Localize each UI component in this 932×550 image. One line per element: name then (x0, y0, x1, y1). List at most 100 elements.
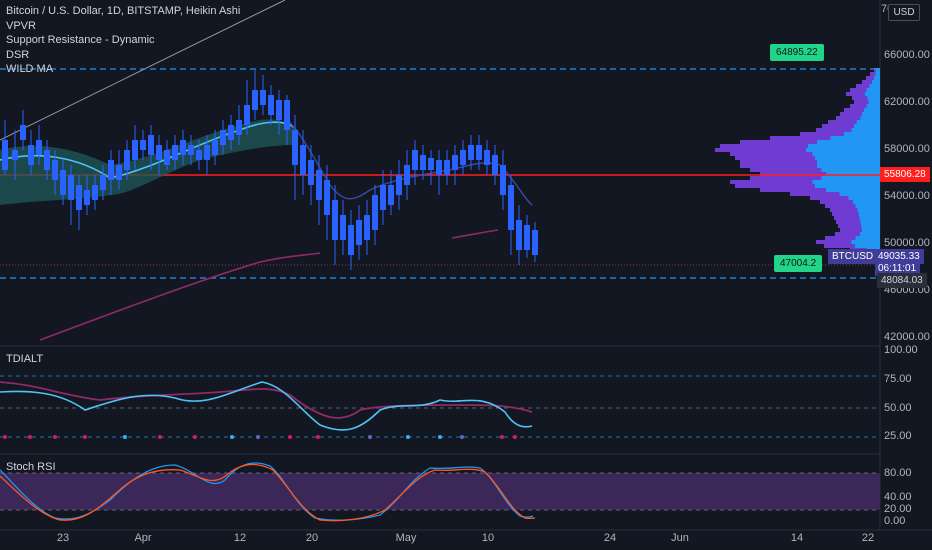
time-label: 22 (861, 532, 875, 544)
vpvr-bar-buy (864, 92, 880, 96)
candle-body (228, 125, 234, 140)
vpvr-bar-sell (856, 84, 870, 88)
vpvr-bar-buy (860, 116, 880, 120)
vpvr-bar-buy (862, 112, 880, 116)
price-label-42000: 42000.00 (884, 331, 930, 343)
candle-body (172, 145, 178, 160)
vpvr-bar-sell (740, 164, 817, 168)
indicator-vpvr[interactable]: VPVR (6, 19, 36, 32)
tdi-signal-dot (460, 435, 464, 439)
vpvr-bar-sell (852, 96, 868, 100)
vpvr-bar-sell (870, 72, 876, 76)
tdi-signal-dot (53, 435, 57, 439)
candle-body (44, 150, 50, 170)
candle-body (492, 155, 498, 175)
tdi-signal-dot (123, 435, 127, 439)
tdi-label-50: 50.00 (884, 402, 912, 414)
vpvr-bar-sell (835, 232, 860, 236)
candle-body (36, 140, 42, 155)
time-label: 23 (56, 532, 70, 544)
candle-body (76, 185, 82, 210)
current-price-tag: 49035.33 (875, 249, 924, 264)
vpvr-bar-buy (859, 232, 880, 236)
candle-body (268, 95, 274, 115)
vpvr-bar-buy (817, 164, 880, 168)
vpvr-bar-buy (857, 208, 880, 212)
tdi-title[interactable]: TDIALT (6, 353, 44, 365)
vpvr-bar-sell (850, 104, 867, 108)
stoch-title[interactable]: Stoch RSI (6, 461, 56, 473)
vpvr-bar-buy (839, 192, 880, 196)
indicator-wild-ma[interactable]: WILD MA (6, 63, 54, 75)
vpvr-bar-buy (867, 96, 880, 100)
vpvr-bar-sell (840, 228, 862, 232)
vpvr-bar-sell (810, 196, 849, 200)
vpvr-bar-sell (820, 200, 853, 204)
symbol-title[interactable]: Bitcoin / U.S. Dollar, 1D, BITSTAMP, Hei… (6, 5, 241, 17)
stoch-label-0: 0.00 (884, 515, 906, 527)
countdown-tag: 06:11:01 (875, 261, 921, 276)
vpvr-bar-sell (825, 236, 856, 240)
candle-body (124, 150, 130, 170)
vpvr-bar-buy (814, 184, 880, 188)
candle-body (420, 155, 426, 170)
stoch-band-fill (0, 473, 880, 510)
vpvr-bar-sell (836, 220, 861, 224)
candle-body (140, 140, 146, 150)
candle-body (468, 145, 474, 160)
candle-body (108, 160, 114, 180)
price-label-62000: 62000.00 (884, 96, 930, 108)
indicator-support-resistance[interactable]: Support Resistance - Dynamic (6, 34, 155, 46)
stoch-d-line (0, 463, 536, 522)
candle-body (20, 125, 26, 140)
tdi-label-25: 25.00 (884, 430, 912, 442)
indicator-dsr[interactable]: DSR (6, 48, 30, 61)
vpvr-bar-buy (853, 124, 880, 128)
tdi-label-100: 100.00 (884, 344, 918, 356)
resistance-tag[interactable]: 64895.22 (770, 44, 824, 61)
time-label: Jun (671, 532, 689, 544)
stoch-label-80: 80.00 (884, 467, 912, 479)
candle-body (188, 145, 194, 155)
candle-body (68, 175, 74, 200)
stoch-label-40: 40.00 (884, 491, 912, 503)
trend-line (0, 0, 286, 141)
long-ma-line (39, 252, 321, 341)
vpvr-bar-buy (866, 88, 880, 92)
currency-button[interactable]: USD (888, 4, 920, 21)
vpvr-bar-sell (828, 120, 857, 124)
vpvr-bar-sell (740, 160, 817, 164)
support-tag[interactable]: 47004.2 (774, 255, 823, 272)
long-ma-line-2 (451, 229, 499, 239)
vpvr-bar-sell (822, 124, 854, 128)
vpvr-histogram (715, 68, 880, 252)
vpvr-bar-sell (850, 88, 867, 92)
candle-body (196, 150, 202, 160)
tdi-dots (3, 435, 517, 439)
vpvr-bar-sell (800, 132, 844, 136)
candle-body (84, 190, 90, 205)
vpvr-bar-buy (871, 80, 880, 84)
vpvr-bar-sell (735, 184, 815, 188)
candle-body (308, 160, 314, 185)
price-label-50000: 50000.00 (884, 237, 930, 249)
candle-body (484, 150, 490, 165)
vpvr-bar-sell (740, 140, 817, 144)
vpvr-bar-buy (866, 104, 880, 108)
vpvr-bar-buy (817, 160, 880, 164)
candle-body (2, 140, 8, 170)
candles (2, 70, 538, 270)
vpvr-bar-sell (790, 192, 840, 196)
tdi-signal-dot (368, 435, 372, 439)
vpvr-bar-sell (760, 172, 826, 176)
candle-body (180, 140, 186, 155)
tdi-signal-dot (316, 435, 320, 439)
candle-body (356, 220, 362, 245)
vpvr-bar-buy (859, 216, 880, 220)
vpvr-bar-buy (805, 148, 880, 152)
candle-body (236, 120, 242, 135)
candle-body (276, 100, 282, 120)
vpvr-bar-buy (826, 188, 880, 192)
candle-body (260, 90, 266, 105)
